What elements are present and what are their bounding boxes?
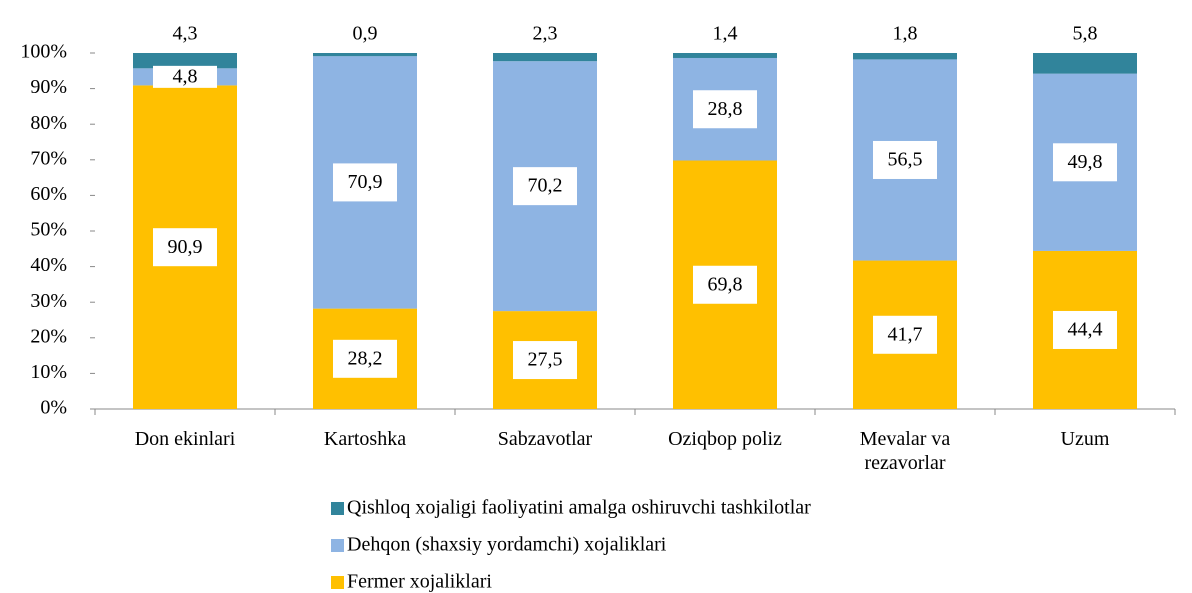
y-tick-label: 80% [30, 112, 67, 134]
y-tick-label: 90% [30, 76, 67, 98]
data-label-box [513, 167, 577, 206]
legend-label: Qishloq xojaligi faoliyatini amalga oshi… [347, 497, 811, 519]
data-label: 28,2 [348, 347, 383, 369]
data-label: 69,8 [708, 273, 743, 295]
data-label: 56,5 [888, 149, 923, 171]
data-label-box [873, 140, 937, 179]
data-label: 5,8 [1073, 23, 1098, 45]
y-tick-label: 60% [30, 183, 67, 205]
data-label-box [1053, 143, 1117, 182]
y-tick-label: 100% [20, 41, 67, 63]
bar-segment [1033, 53, 1137, 74]
legend-swatch [331, 576, 344, 589]
legend-label: Dehqon (shaxsiy yordamchi) xojaliklari [347, 534, 667, 556]
data-label: 90,9 [168, 236, 203, 258]
x-tick-label: Don ekinlari [134, 428, 236, 450]
bar-segment [313, 53, 417, 57]
y-tick-label: 20% [30, 325, 67, 347]
data-label-box [333, 339, 397, 378]
data-label-box [153, 228, 217, 267]
data-label: 27,5 [528, 349, 563, 371]
data-label: 2,3 [533, 23, 558, 45]
data-label-box [333, 163, 397, 202]
data-label-box [873, 315, 937, 354]
data-label: 4,8 [173, 65, 198, 87]
x-tick-label: Oziqbop poliz [668, 428, 782, 450]
x-tick-label: Sabzavotlar [497, 428, 593, 450]
x-tick-label: Kartoshka [323, 428, 407, 450]
data-label-box [693, 265, 757, 304]
legend-label: Fermer xojaliklari [347, 571, 492, 593]
y-tick-label: 50% [30, 219, 67, 241]
y-tick-label: 0% [40, 397, 67, 419]
bar-segment [673, 53, 777, 58]
y-tick-label: 40% [30, 254, 67, 276]
data-label-box [1053, 310, 1117, 349]
y-tick-label: 70% [30, 147, 67, 169]
bar-segment [493, 53, 597, 62]
x-tick-label: Uzum [1060, 428, 1110, 450]
data-label: 1,4 [713, 23, 738, 45]
data-label: 70,2 [528, 175, 563, 197]
data-label: 4,3 [173, 23, 198, 45]
data-label: 70,9 [348, 171, 383, 193]
data-label: 41,7 [888, 323, 923, 345]
data-label-box [693, 90, 757, 129]
data-label: 44,4 [1068, 319, 1103, 341]
data-label: 49,8 [1068, 151, 1103, 173]
y-tick-label: 10% [30, 361, 67, 383]
legend-swatch [331, 502, 344, 515]
data-label-box [153, 65, 217, 88]
legend-swatch [331, 539, 344, 552]
data-label: 28,8 [708, 98, 743, 120]
y-tick-label: 30% [30, 290, 67, 312]
bar-segment [133, 53, 237, 69]
bar-segment [853, 53, 957, 60]
data-label: 1,8 [893, 23, 918, 45]
data-label-box [513, 341, 577, 380]
data-label: 0,9 [353, 23, 378, 45]
x-tick-label: Mevalar va rezavorlar [859, 428, 951, 474]
